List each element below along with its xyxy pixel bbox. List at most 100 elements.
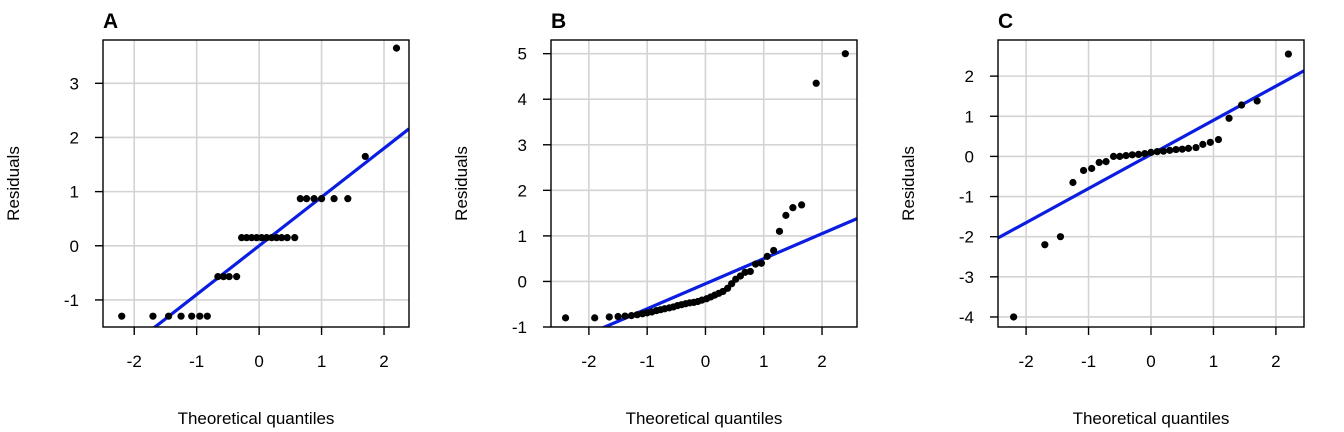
data-point — [392, 44, 401, 52]
data-point — [789, 204, 797, 212]
data-point — [1172, 145, 1180, 154]
data-point — [243, 234, 251, 242]
data-point — [812, 79, 820, 87]
y-tick-label: -4 — [959, 308, 974, 327]
data-point — [1166, 146, 1174, 154]
data-point — [188, 312, 196, 320]
data-point — [268, 234, 276, 242]
panel-c: -2 -1 0 1 2 -4 -3 -2 -1 0 1 2 Theoretical quantiles R… — [899, 10, 1305, 428]
x-tick-label: 0 — [701, 352, 710, 371]
plot-frame — [550, 39, 858, 328]
x-tick-label: 0 — [1146, 352, 1155, 371]
data-point — [746, 267, 754, 276]
data-point — [1214, 135, 1223, 144]
data-point — [1069, 178, 1077, 187]
reference-line — [600, 217, 857, 327]
y-tick-label: 2 — [965, 67, 974, 86]
data-point — [1237, 101, 1246, 109]
x-axis-title: Theoretical quantiles — [178, 409, 335, 428]
x-tick-label: 2 — [817, 352, 826, 371]
data-point — [1284, 50, 1292, 58]
data-point — [627, 312, 636, 320]
x-tick-label: 2 — [379, 352, 388, 371]
x-tick-label: -1 — [640, 352, 655, 371]
data-point — [248, 234, 256, 242]
data-point — [1102, 158, 1110, 166]
data-point — [1041, 241, 1049, 249]
data-point — [1153, 147, 1161, 156]
y-tick-label: 1 — [70, 183, 79, 202]
data-point — [1178, 145, 1186, 153]
data-point — [164, 312, 173, 320]
y-tick-label: 2 — [518, 181, 527, 200]
x-axis-title: Theoretical quantiles — [626, 409, 783, 428]
x-tick-label: 1 — [1209, 352, 1218, 371]
y-tick-label: 1 — [965, 107, 974, 126]
data-point — [203, 312, 211, 320]
data-point — [614, 312, 622, 321]
x-tick-label: 1 — [317, 352, 326, 371]
data-point — [233, 273, 241, 281]
data-point — [763, 252, 771, 260]
x-tick-label: -2 — [1019, 352, 1034, 371]
y-tick-label: -2 — [959, 228, 974, 247]
data-point — [177, 312, 185, 320]
panel-label: A — [103, 10, 118, 33]
y-tick-label: -1 — [959, 188, 974, 207]
data-point — [1095, 158, 1103, 167]
data-point — [296, 195, 304, 203]
data-point — [330, 195, 338, 203]
data-point — [214, 273, 222, 281]
x-tick-label: -2 — [581, 352, 596, 371]
data-point — [253, 234, 261, 242]
data-point — [1088, 164, 1096, 173]
y-tick-label: -1 — [64, 291, 79, 310]
data-point — [591, 314, 599, 322]
data-point — [238, 234, 246, 242]
panel-a: -2 -1 0 1 2 -1 0 1 2 3 Theoretical quantiles Residu… — [4, 10, 410, 428]
data-point — [841, 50, 849, 58]
data-point — [798, 201, 806, 209]
plot-content — [561, 50, 857, 327]
panel-label: B — [551, 10, 566, 33]
y-tick-label: 3 — [70, 74, 79, 93]
reference-line — [152, 127, 409, 327]
grid — [103, 40, 409, 327]
data-point — [1134, 150, 1143, 158]
data-point — [219, 273, 228, 281]
data-point — [1206, 138, 1214, 146]
data-point — [283, 234, 291, 242]
y-axis-title: Residuals — [452, 146, 471, 221]
data-point — [361, 152, 369, 161]
data-point — [344, 195, 352, 203]
y-tick-label: -1 — [512, 318, 527, 337]
data-point — [291, 234, 299, 242]
data-point — [1116, 152, 1124, 161]
x-tick-label: 2 — [1271, 352, 1280, 371]
data-point — [302, 195, 311, 203]
y-tick-label: -3 — [959, 268, 974, 287]
data-point — [1159, 147, 1168, 155]
data-point — [225, 273, 233, 281]
data-point — [273, 234, 281, 242]
data-point — [1147, 148, 1155, 156]
data-point — [278, 234, 286, 242]
data-point — [770, 246, 778, 255]
data-point — [751, 260, 760, 268]
data-point — [775, 227, 784, 235]
data-point — [1109, 152, 1118, 161]
y-tick-label: 1 — [518, 227, 527, 246]
grid — [998, 40, 1304, 327]
y-tick-label: 4 — [518, 90, 527, 109]
x-tick-label: -2 — [127, 352, 142, 371]
data-point — [1225, 114, 1233, 122]
data-point — [1184, 144, 1193, 152]
data-point — [118, 312, 126, 320]
data-point — [757, 259, 766, 267]
data-point — [258, 234, 266, 242]
plot-content — [118, 44, 409, 327]
panel-label: C — [998, 10, 1013, 33]
panel-b: -2 -1 0 1 2 -1 0 1 2 3 4 5 Theoretical quantiles Resi… — [452, 10, 858, 428]
data-point — [1122, 152, 1130, 160]
